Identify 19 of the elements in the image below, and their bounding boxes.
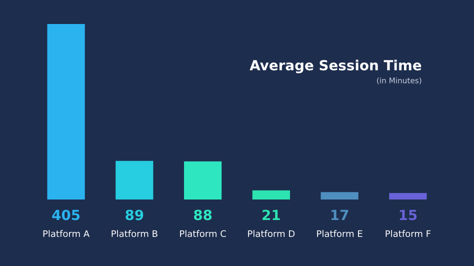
x-tick-label: Platform E bbox=[317, 230, 362, 238]
bar bbox=[47, 24, 85, 200]
data-label: 89 bbox=[126, 210, 144, 220]
bar bbox=[389, 193, 427, 200]
bar bbox=[252, 190, 290, 200]
data-label: 15 bbox=[400, 210, 417, 220]
data-label: 21 bbox=[262, 210, 280, 220]
data-label: 88 bbox=[194, 210, 212, 220]
x-tick-label: Platform C bbox=[180, 230, 226, 238]
x-tick-label: Platform B bbox=[112, 230, 158, 238]
data-label: 17 bbox=[331, 210, 348, 220]
x-tick-label: Platform D bbox=[248, 230, 295, 238]
text: Average Session Time bbox=[250, 60, 422, 74]
data-label: 405 bbox=[52, 210, 80, 220]
bar bbox=[320, 192, 358, 200]
x-tick-label: Platform A bbox=[43, 230, 90, 238]
bar bbox=[184, 161, 222, 200]
x-tick-label: Platform F bbox=[386, 230, 430, 238]
bar bbox=[116, 160, 154, 200]
